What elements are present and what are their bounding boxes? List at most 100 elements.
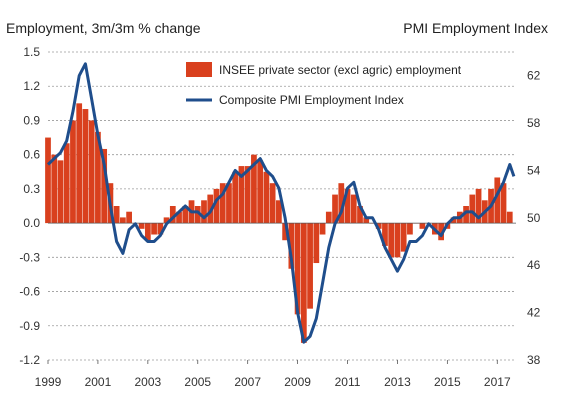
- x-tick-label: 2009: [284, 375, 311, 389]
- employment-bar: [419, 223, 426, 229]
- employment-bar: [201, 200, 207, 224]
- employment-bar: [120, 217, 126, 224]
- employment-bar: [382, 223, 388, 246]
- employment-bar: [307, 223, 313, 309]
- x-tick-label: 1999: [35, 375, 62, 389]
- employment-bar: [500, 183, 507, 224]
- gridlines: [48, 51, 516, 361]
- employment-bar: [506, 211, 513, 224]
- employment-bar: [438, 223, 444, 241]
- left-tick-label: 1.2: [23, 79, 40, 93]
- x-tick-label: 2017: [484, 375, 511, 389]
- left-axis-ticks: 1.5 1.2 0.9 0.6 0.3 0.0 -0.3 -0.6 -0.9 -1.2: [19, 45, 40, 367]
- employment-bar: [313, 223, 320, 264]
- employment-bar: [388, 223, 395, 258]
- employment-bar: [394, 223, 401, 258]
- left-tick-label: -0.3: [19, 250, 40, 264]
- employment-bar: [375, 223, 382, 229]
- left-axis-title: Employment, 3m/3m % change: [6, 20, 201, 36]
- employment-bar: [282, 223, 288, 241]
- employment-bar: [45, 137, 51, 224]
- employment-bar: [169, 206, 176, 224]
- right-tick-label: 62: [527, 69, 541, 83]
- x-tick-label: 2015: [434, 375, 461, 389]
- employment-bar: [95, 131, 101, 224]
- employment-bar: [182, 206, 189, 224]
- left-tick-label: 1.5: [23, 45, 40, 59]
- employment-bar: [232, 171, 239, 224]
- right-axis-ticks: 62 58 54 50 46 42 38: [527, 69, 541, 367]
- left-tick-label: 0.6: [23, 148, 40, 162]
- employment-bar: [300, 223, 307, 343]
- left-tick-label: 0.0: [23, 216, 40, 230]
- employment-bar: [194, 206, 201, 224]
- employment-bar: [319, 223, 326, 235]
- employment-bar: [88, 120, 95, 224]
- left-tick-label: 0.9: [23, 113, 40, 127]
- employment-bar: [450, 217, 457, 224]
- employment-bar: [63, 143, 70, 224]
- right-tick-label: 42: [527, 306, 541, 320]
- employment-bar: [357, 206, 363, 224]
- employment-bar: [157, 223, 164, 235]
- employment-bar: [57, 160, 64, 224]
- left-tick-label: -0.9: [19, 319, 40, 333]
- employment-bar: [113, 206, 120, 224]
- employment-bar: [475, 188, 482, 224]
- employment-bar: [151, 223, 157, 235]
- employment-bar: [288, 223, 295, 269]
- right-tick-label: 54: [527, 163, 541, 177]
- employment-bar: [163, 217, 170, 224]
- employment-bar: [244, 166, 251, 224]
- legend: INSEE private sector (excl agric) employ…: [186, 62, 462, 107]
- employment-bar: [76, 103, 83, 224]
- left-tick-label: -0.6: [19, 285, 40, 299]
- employment-bar: [82, 109, 89, 224]
- employment-bar: [469, 194, 476, 224]
- employment-bar: [350, 194, 357, 224]
- legend-line-label: Composite PMI Employment Index: [219, 93, 404, 107]
- employment-bar: [213, 188, 220, 224]
- x-tick-label: 2005: [184, 375, 211, 389]
- right-tick-label: 46: [527, 258, 541, 272]
- x-tick-label: 2013: [384, 375, 411, 389]
- employment-bar: [219, 183, 226, 224]
- legend-bar-label: INSEE private sector (excl agric) employ…: [219, 63, 462, 77]
- x-tick-label: 2001: [85, 375, 112, 389]
- employment-bar: [332, 194, 338, 224]
- employment-bar: [269, 183, 276, 224]
- employment-bar: [257, 160, 264, 224]
- employment-bar: [338, 183, 345, 224]
- x-axis-ticks: 1999 2001 2003 2005 2007 2009 2011 2013 2015 2017: [35, 360, 511, 389]
- employment-bar: [276, 200, 282, 224]
- employment-bar: [144, 223, 151, 241]
- employment-bar: [407, 223, 413, 235]
- left-tick-label: -1.2: [19, 353, 40, 367]
- left-tick-label: 0.3: [23, 182, 40, 196]
- employment-bar: [238, 166, 245, 224]
- pmi-line-series: [46, 62, 516, 344]
- employment-bar: [463, 206, 469, 224]
- employment-bar: [251, 154, 257, 224]
- employment-bar: [363, 217, 370, 224]
- employment-bar: [51, 154, 58, 224]
- employment-bar: [263, 171, 270, 224]
- x-tick-label: 2003: [134, 375, 161, 389]
- employment-bar: [400, 223, 407, 252]
- employment-bar: [344, 188, 351, 224]
- right-axis-title: PMI Employment Index: [403, 20, 548, 36]
- right-tick-label: 50: [527, 211, 541, 225]
- employment-bar: [126, 211, 132, 224]
- employment-bar: [176, 211, 182, 224]
- employment-bar: [101, 148, 108, 224]
- employment-bar: [325, 211, 332, 224]
- right-tick-label: 58: [527, 116, 541, 130]
- x-tick-label: 2007: [234, 375, 261, 389]
- legend-bar-swatch: [186, 62, 212, 77]
- right-tick-label: 38: [527, 353, 541, 367]
- employment-bar: [138, 223, 145, 229]
- employment-bar: [294, 223, 301, 315]
- employment-bar: [226, 183, 232, 224]
- x-tick-label: 2011: [335, 375, 361, 389]
